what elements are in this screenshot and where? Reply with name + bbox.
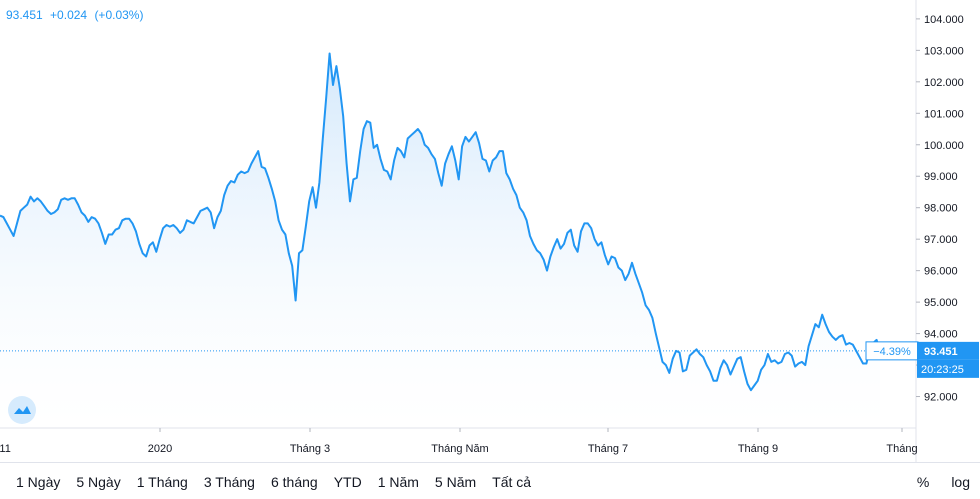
range-all-button[interactable]: Tất cả <box>492 474 532 490</box>
x-tick-label: Tháng 11 <box>0 443 11 455</box>
last-price-label: 93.451 <box>924 346 958 358</box>
price-chart[interactable]: 92.00093.00094.00095.00096.00097.00098.0… <box>0 0 980 462</box>
range-5y-button[interactable]: 5 Năm <box>434 474 477 490</box>
price-line <box>0 52 881 392</box>
y-tick-label: 92.000 <box>924 392 958 404</box>
price-area <box>0 53 880 428</box>
last-price: 93.451 <box>6 8 43 22</box>
y-tick-label: 104.000 <box>924 14 964 26</box>
y-tick-label: 95.000 <box>924 297 958 309</box>
last-price-label-box <box>917 341 979 360</box>
y-tick-label: 99.000 <box>924 171 958 183</box>
x-tick-label: 2020 <box>148 443 172 455</box>
scale-buttons: % log <box>917 474 970 490</box>
quote-header: 93.451 +0.024 (+0.03%) <box>6 8 147 22</box>
range-3m-button[interactable]: 3 Tháng <box>203 474 255 490</box>
x-tick-label: Tháng 7 <box>588 443 628 455</box>
range-1d-button[interactable]: 1 Ngày <box>16 474 61 490</box>
y-tick-label: 103.000 <box>924 45 964 57</box>
x-tick-label: Tháng 9 <box>738 443 778 455</box>
range-1y-button[interactable]: 1 Năm <box>377 474 419 490</box>
chart-area[interactable]: 92.00093.00094.00095.00096.00097.00098.0… <box>0 0 980 462</box>
y-tick-label: 97.000 <box>924 234 958 246</box>
tradingview-logo-icon[interactable] <box>8 396 36 424</box>
time-label: 20:23:25 <box>921 364 964 376</box>
y-tick-label: 101.000 <box>924 108 964 120</box>
x-tick-label: Tháng 3 <box>290 443 330 455</box>
y-tick-label: 102.000 <box>924 77 964 89</box>
y-tick-label: 94.000 <box>924 329 958 341</box>
range-1m-button[interactable]: 1 Tháng <box>136 474 188 490</box>
y-tick-label: 98.000 <box>924 203 958 215</box>
range-buttons: 1 Ngày 5 Ngày 1 Tháng 3 Tháng 6 tháng YT… <box>8 474 539 490</box>
y-tick-label: 100.000 <box>924 140 964 152</box>
x-tick-label: Tháng <box>886 443 917 455</box>
price-change-percent: (+0.03%) <box>94 8 144 22</box>
pct-label: −4.39% <box>873 346 911 358</box>
range-5d-button[interactable]: 5 Ngày <box>76 474 121 490</box>
range-ytd-button[interactable]: YTD <box>333 474 362 490</box>
percent-scale-button[interactable]: % <box>916 474 930 490</box>
y-tick-label: 96.000 <box>924 266 958 278</box>
log-scale-button[interactable]: log <box>951 474 970 490</box>
time-label-box <box>917 359 979 378</box>
range-6m-button[interactable]: 6 tháng <box>270 474 318 490</box>
x-tick-label: Tháng Năm <box>431 443 488 455</box>
range-toolbar: 1 Ngày 5 Ngày 1 Tháng 3 Tháng 6 tháng YT… <box>0 462 980 499</box>
price-change: +0.024 <box>50 8 88 22</box>
